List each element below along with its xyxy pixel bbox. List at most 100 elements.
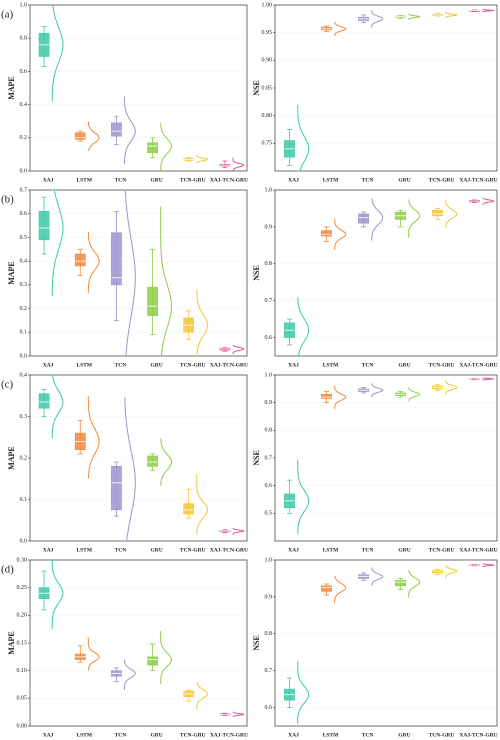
y-tick-label: 1.00 bbox=[262, 2, 273, 8]
y-tick-label: 0.8 bbox=[265, 631, 273, 637]
x-tick-label: XAJ-TCN-GRU bbox=[210, 732, 248, 738]
x-tick-label: TCN-GRU bbox=[180, 362, 206, 368]
y-tick-label: 0.95 bbox=[262, 30, 273, 36]
y-tick-label: 0.00 bbox=[17, 723, 28, 729]
x-tick-label: LSTM bbox=[323, 362, 339, 368]
y-tick-label: 0.90 bbox=[262, 58, 273, 64]
y-tick-label: 0.6 bbox=[265, 335, 273, 341]
violin bbox=[51, 559, 64, 630]
y-tick-label: 0.7 bbox=[20, 187, 28, 193]
violin bbox=[334, 21, 347, 36]
violin bbox=[482, 197, 495, 205]
violin bbox=[232, 157, 245, 172]
box bbox=[321, 230, 332, 237]
violin bbox=[160, 438, 173, 486]
y-tick-label: 0.2 bbox=[20, 455, 28, 461]
violin bbox=[297, 459, 310, 534]
x-tick-label: XAJ bbox=[288, 732, 299, 738]
x-tick-label: XAJ bbox=[288, 547, 299, 553]
y-tick-label: 0.9 bbox=[265, 224, 273, 230]
y-tick-label: 0.80 bbox=[262, 113, 273, 119]
plot-frame bbox=[274, 189, 498, 357]
x-tick-label: GRU bbox=[150, 177, 162, 183]
violin bbox=[445, 200, 458, 228]
box bbox=[321, 394, 332, 399]
y-tick-label: 0.9 bbox=[265, 400, 273, 406]
violin bbox=[196, 155, 209, 164]
y-tick-label: 0.8 bbox=[20, 36, 28, 42]
violin bbox=[87, 637, 100, 671]
violin bbox=[87, 231, 100, 293]
violin bbox=[408, 199, 421, 238]
y-tick-label: 1.0 bbox=[265, 187, 273, 193]
x-tick-label: GRU bbox=[398, 547, 410, 553]
x-tick-label: TCN-GRU bbox=[180, 177, 206, 183]
y-axis-label: MAPE bbox=[7, 446, 16, 470]
y-tick-label: 0.10 bbox=[17, 668, 28, 674]
panel: NSE 0.6 0.7 0.8 0.9 1.0 XAJ LSTM TCN GRU TCN-GRU XA… bbox=[252, 187, 498, 368]
y-tick-label: 0.6 bbox=[20, 69, 28, 75]
violin bbox=[445, 11, 458, 18]
y-tick-label: 0.9 bbox=[265, 594, 273, 600]
violin bbox=[334, 575, 347, 604]
y-tick-label: 0.30 bbox=[17, 557, 28, 563]
panel: (b) MAPE 0.0 0.1 0.2 0.3 0.4 0.5 0.6 0.7 XAJ LSTM TC… bbox=[1, 187, 248, 368]
x-tick-label: XAJ-TCN-GRU bbox=[210, 547, 248, 553]
y-tick-label: 0.3 bbox=[20, 282, 28, 288]
box bbox=[183, 503, 195, 515]
violin bbox=[87, 396, 100, 479]
x-tick-label: TCN-GRU bbox=[180, 732, 206, 738]
x-tick-label: LSTM bbox=[76, 547, 92, 553]
y-tick-label: 0.2 bbox=[20, 135, 28, 141]
box bbox=[358, 213, 369, 224]
y-axis-label: MAPE bbox=[7, 631, 16, 655]
panel: (a) MAPE 0.0 0.2 0.4 0.6 0.8 1.0 XAJ LSTM TCN GRU TC… bbox=[1, 2, 248, 183]
violin bbox=[232, 527, 245, 535]
y-tick-label: 0.1 bbox=[20, 330, 28, 336]
x-tick-label: TCN bbox=[115, 177, 127, 183]
box bbox=[38, 211, 50, 241]
violin bbox=[196, 681, 209, 710]
plot-frame bbox=[29, 4, 248, 172]
violin bbox=[408, 13, 421, 20]
violin bbox=[160, 630, 172, 684]
plot-frame bbox=[29, 374, 248, 542]
x-tick-label: XAJ-TCN-GRU bbox=[459, 177, 497, 183]
x-tick-label: LSTM bbox=[76, 362, 92, 368]
violin bbox=[297, 661, 310, 724]
y-tick-label: 0.4 bbox=[20, 102, 28, 108]
y-tick-label: 0.05 bbox=[17, 696, 28, 702]
x-tick-label: LSTM bbox=[323, 177, 339, 183]
panel-label: (d) bbox=[1, 564, 14, 576]
x-tick-label: TCN bbox=[362, 547, 374, 553]
y-axis-label: NSE bbox=[252, 450, 261, 466]
y-tick-label: 0.5 bbox=[20, 235, 28, 241]
x-tick-label: TCN bbox=[115, 732, 127, 738]
panel: NSE 0.75 0.80 0.85 0.90 0.95 1.00 XAJ LSTM TCN GRU… bbox=[252, 2, 498, 183]
panel: (c) MAPE 0.0 0.1 0.2 0.3 0.4 XAJ LSTM TCN GRU TCN-G… bbox=[1, 372, 248, 553]
y-tick-label: 0.6 bbox=[265, 483, 273, 489]
x-tick-label: LSTM bbox=[323, 732, 339, 738]
x-tick-label: TCN-GRU bbox=[429, 177, 455, 183]
y-tick-label: 0.85 bbox=[262, 85, 273, 91]
x-tick-label: TCN bbox=[115, 362, 127, 368]
y-tick-label: 0.0 bbox=[20, 353, 28, 359]
y-tick-label: 0.6 bbox=[265, 705, 273, 711]
violin bbox=[482, 563, 495, 568]
y-tick-label: 0.75 bbox=[262, 141, 273, 147]
y-tick-label: 1.0 bbox=[20, 2, 28, 8]
violin bbox=[371, 383, 384, 398]
violin bbox=[297, 297, 310, 357]
y-tick-label: 0.2 bbox=[20, 306, 28, 312]
violin bbox=[371, 10, 384, 28]
violin bbox=[196, 289, 209, 357]
x-tick-label: TCN-GRU bbox=[429, 547, 455, 553]
box bbox=[74, 253, 86, 267]
violin bbox=[160, 123, 173, 172]
x-tick-label: XAJ-TCN-GRU bbox=[459, 732, 497, 738]
x-tick-label: TCN-GRU bbox=[429, 732, 455, 738]
panel-label: (b) bbox=[1, 194, 14, 206]
box bbox=[321, 585, 332, 592]
y-tick-label: 0.3 bbox=[20, 414, 28, 420]
violin bbox=[334, 385, 347, 409]
